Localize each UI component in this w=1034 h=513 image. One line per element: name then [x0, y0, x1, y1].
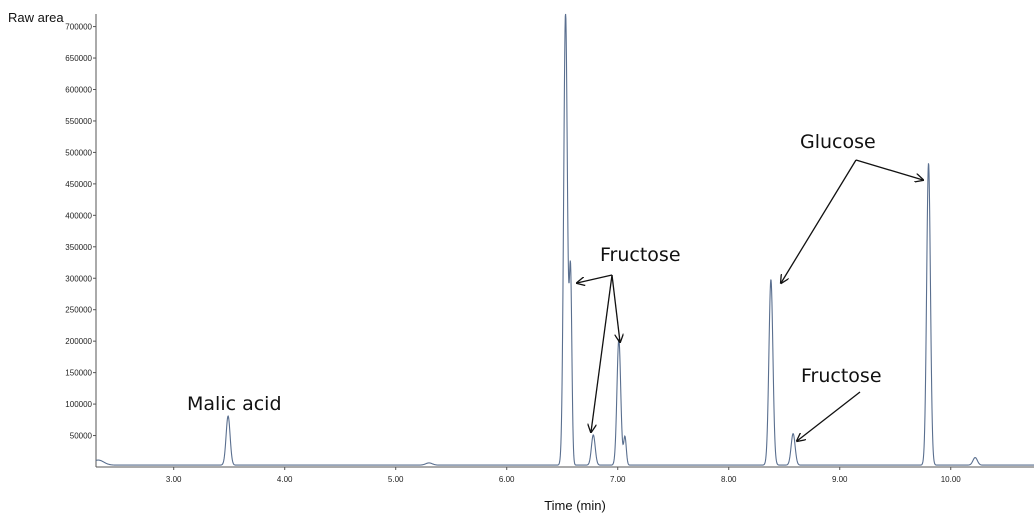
y-tick-label: 350000: [65, 243, 92, 252]
x-tick-label: 3.00: [166, 475, 182, 484]
peak-label: Fructose: [801, 365, 882, 387]
y-axis-label: Raw area: [8, 10, 64, 25]
peak-pointer-arrow: [577, 274, 613, 283]
y-tick-label: 200000: [65, 337, 92, 346]
peak-pointer-arrow: [797, 391, 861, 441]
y-tick-label: 700000: [65, 23, 92, 32]
peak-pointer-arrow: [781, 159, 857, 283]
y-tick-label: 250000: [65, 306, 92, 315]
chromatogram-trace: [95, 13, 1034, 466]
x-tick-label: 6.00: [499, 475, 515, 484]
x-tick-label: 8.00: [721, 475, 737, 484]
y-tick-label: 150000: [65, 369, 92, 378]
peak-pointer-arrow: [611, 274, 620, 342]
peak-label: Glucose: [800, 131, 876, 153]
y-tick-label: 450000: [65, 180, 92, 189]
y-tick-label: 50000: [70, 432, 93, 441]
x-axis: 3.00 4.00 5.00 6.00 7.00 8.00 9.00 10.00: [166, 467, 961, 484]
x-axis-label: Time (min): [544, 498, 606, 513]
x-tick-label: 4.00: [277, 475, 293, 484]
x-tick-label: 7.00: [610, 475, 626, 484]
peak-annotations: Malic acid Fructose Glucose Fructose: [187, 131, 923, 441]
y-axis: 50000 100000 150000 200000 250000 300000 35000…: [65, 23, 96, 441]
y-tick-label: 600000: [65, 86, 92, 95]
y-tick-label: 400000: [65, 211, 92, 220]
peak-label: Malic acid: [187, 393, 282, 415]
x-tick-label: 5.00: [388, 475, 404, 484]
peak-pointer-arrow: [855, 159, 923, 180]
y-tick-label: 100000: [65, 400, 92, 409]
peak-label: Fructose: [600, 244, 681, 266]
y-tick-label: 650000: [65, 54, 92, 63]
y-tick-label: 500000: [65, 148, 92, 157]
y-tick-label: 550000: [65, 117, 92, 126]
x-tick-label: 10.00: [941, 475, 962, 484]
x-tick-label: 9.00: [832, 475, 848, 484]
y-tick-label: 300000: [65, 274, 92, 283]
peak-pointer-arrow: [591, 274, 613, 432]
